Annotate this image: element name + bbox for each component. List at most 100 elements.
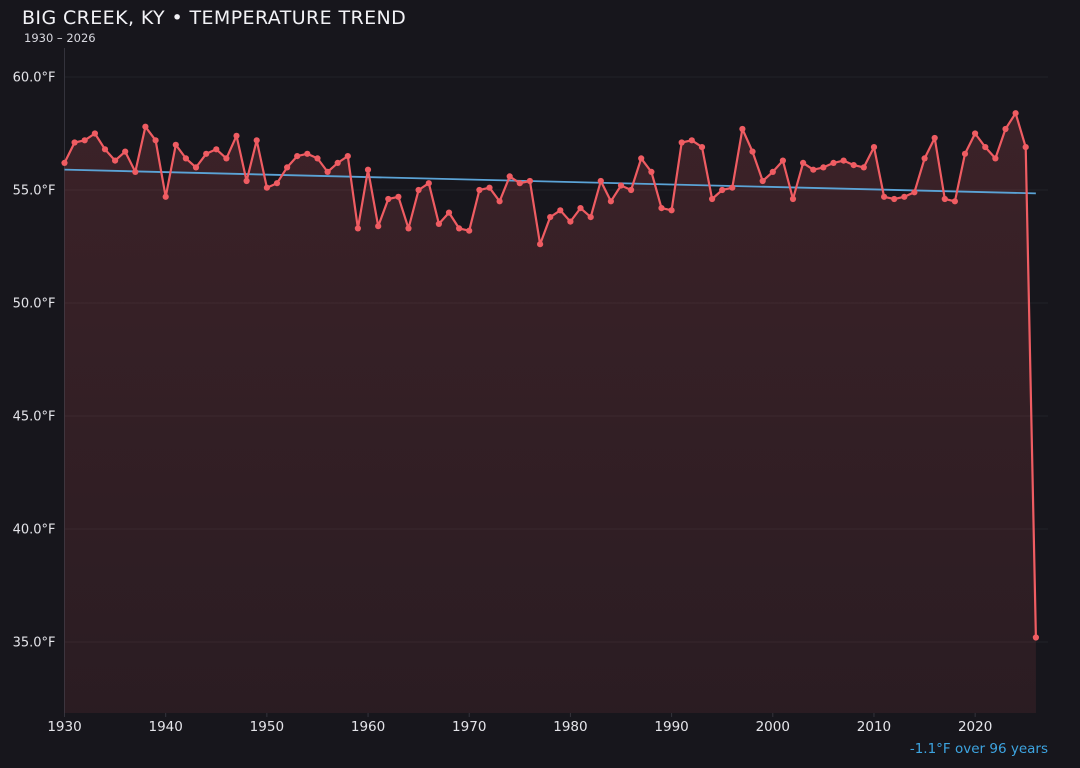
data-point	[456, 225, 463, 232]
data-point	[71, 139, 78, 146]
data-point	[820, 164, 827, 171]
data-point	[81, 137, 88, 144]
data-point	[364, 166, 372, 173]
x-tick-label: 1960	[351, 719, 385, 735]
y-tick-label: 55.0°F	[13, 184, 56, 199]
y-tick-label: 35.0°F	[13, 636, 56, 651]
data-point	[749, 148, 756, 155]
data-point	[375, 223, 382, 230]
data-point	[972, 130, 979, 137]
data-point	[243, 177, 250, 185]
data-point	[1022, 144, 1029, 151]
data-point	[931, 134, 938, 142]
area-fill	[64, 113, 1036, 713]
data-point	[769, 168, 776, 175]
data-point	[547, 214, 554, 221]
data-point	[182, 155, 189, 162]
data-point	[112, 157, 119, 164]
data-point	[951, 198, 959, 205]
data-point	[860, 164, 867, 171]
data-point	[273, 180, 281, 187]
data-point	[840, 157, 847, 164]
data-point	[607, 198, 615, 205]
data-point	[91, 130, 98, 137]
chart-subtitle: 1930 – 2026	[24, 31, 96, 45]
data-point	[344, 153, 351, 160]
data-point	[526, 177, 534, 185]
data-point	[729, 184, 736, 191]
data-point	[597, 177, 604, 185]
y-tick-label: 45.0°F	[13, 410, 56, 425]
data-point	[172, 141, 179, 148]
data-point	[1032, 634, 1039, 641]
data-point	[901, 193, 908, 200]
data-point	[203, 150, 210, 157]
data-point	[223, 155, 230, 162]
data-point	[557, 207, 564, 214]
data-point	[537, 241, 544, 248]
data-point	[61, 159, 68, 166]
data-point	[881, 193, 888, 200]
data-point	[294, 153, 301, 160]
data-point	[709, 195, 716, 203]
data-point	[162, 193, 169, 200]
data-point	[911, 189, 918, 196]
x-tick-label: 1970	[452, 719, 486, 735]
data-point	[779, 157, 787, 164]
x-tick-label: 2000	[756, 719, 790, 735]
data-point	[668, 207, 675, 214]
data-point	[789, 195, 797, 203]
data-point	[284, 164, 291, 171]
data-point	[870, 144, 878, 151]
y-tick-label: 60.0°F	[13, 71, 56, 86]
data-point	[233, 132, 240, 139]
data-point	[567, 218, 574, 225]
data-point	[304, 150, 311, 157]
data-point	[800, 159, 807, 166]
data-point	[628, 186, 635, 194]
trend-line	[64, 168, 1036, 195]
chart-header: BIG CREEK, KY • TEMPERATURE TREND 1930 –…	[22, 7, 406, 45]
data-point	[415, 186, 422, 194]
data-point	[324, 168, 331, 175]
data-point	[658, 205, 665, 212]
trend-annotation: -1.1°F over 96 years	[909, 741, 1048, 757]
data-point	[354, 225, 361, 232]
data-point	[678, 139, 685, 146]
data-point	[891, 195, 898, 203]
data-point	[253, 137, 260, 144]
data-point	[1002, 125, 1009, 133]
x-axis-labels: 1930 1940 1950 1960 1970 1980 1990 2000 2010 2020	[47, 713, 992, 735]
data-point	[314, 155, 321, 162]
data-point	[101, 146, 109, 153]
data-point	[941, 195, 948, 203]
data-point	[496, 198, 503, 205]
data-point	[739, 125, 746, 133]
data-point-markers	[61, 110, 1039, 641]
data-point	[850, 162, 857, 169]
data-point	[476, 186, 483, 194]
y-axis-labels: 60.0°F 55.0°F 50.0°F 45.0°F 40.0°F 35.0°F	[13, 71, 56, 651]
data-point	[719, 186, 726, 194]
x-tick-label: 2020	[958, 719, 992, 735]
data-point	[830, 159, 837, 166]
data-point	[516, 180, 523, 187]
x-tick-label: 1930	[47, 719, 81, 735]
x-tick-label: 1950	[250, 719, 284, 735]
data-point	[587, 214, 594, 221]
data-point	[759, 177, 766, 185]
data-point	[921, 155, 928, 162]
data-point	[466, 227, 473, 234]
y-tick-label: 50.0°F	[13, 297, 56, 312]
data-point	[982, 144, 989, 151]
data-point	[992, 155, 999, 162]
data-point	[213, 146, 220, 153]
chart-title: BIG CREEK, KY • TEMPERATURE TREND	[22, 7, 407, 29]
data-point	[435, 220, 442, 227]
x-tick-label: 2010	[857, 719, 891, 735]
data-point	[577, 205, 584, 212]
x-tick-label: 1940	[149, 719, 183, 735]
data-point	[192, 164, 200, 171]
data-point	[638, 155, 645, 162]
